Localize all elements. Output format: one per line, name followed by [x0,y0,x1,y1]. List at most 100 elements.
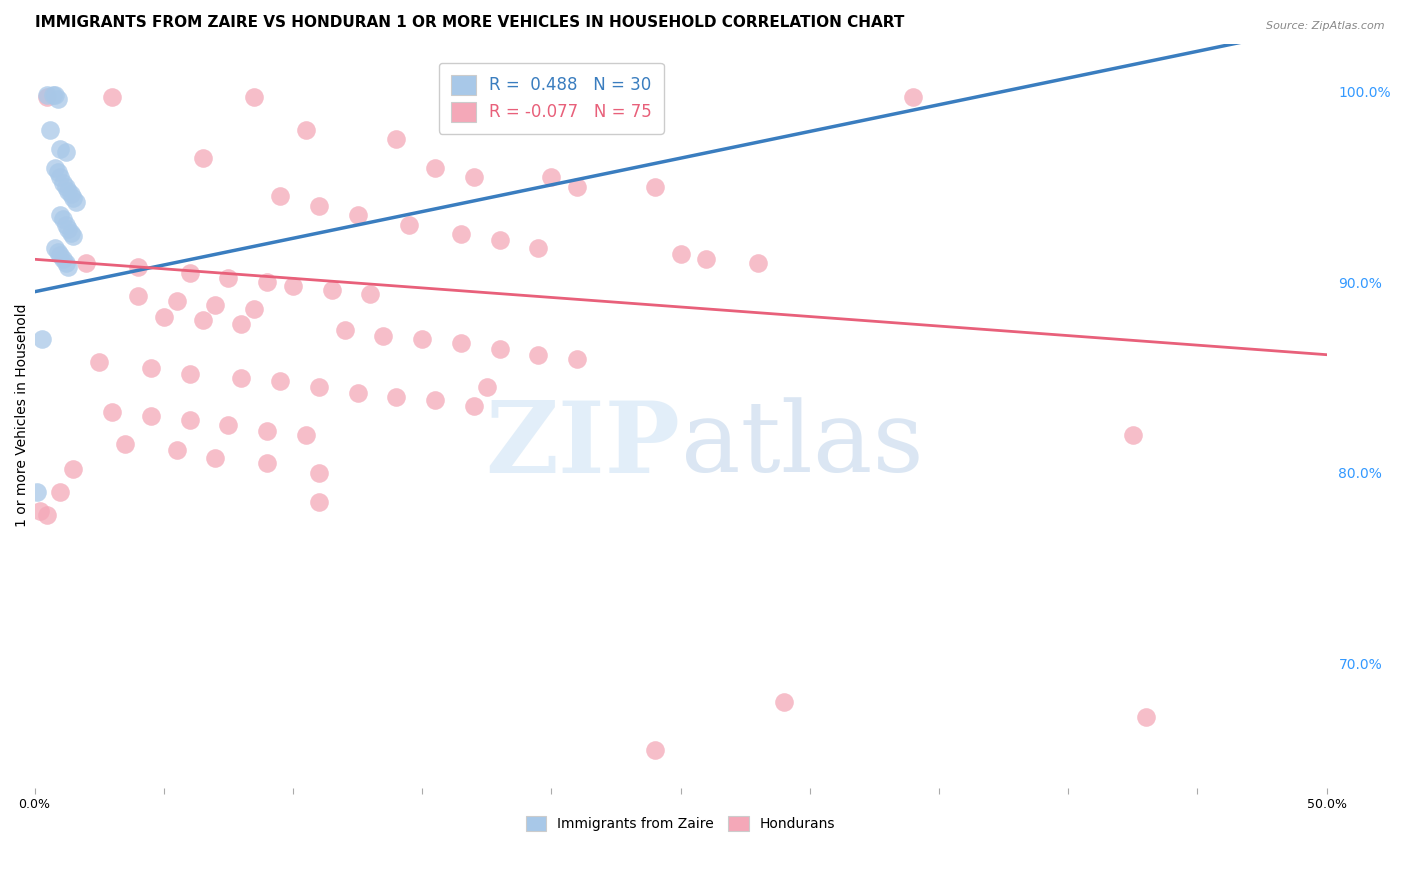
Point [204,298,226,312]
Point [527,348,550,362]
Point [65,195,87,210]
Point [475,380,498,394]
Point [527,241,550,255]
Point [256,275,278,289]
Point [52,176,75,190]
Point [166,443,188,458]
Point [179,412,201,426]
Point [46,164,69,178]
Point [101,405,124,419]
Point [59,226,82,240]
Point [52,212,75,227]
Point [295,427,318,442]
Point [204,450,226,465]
Point [44,88,66,103]
Point [114,437,136,451]
Point [75,256,97,270]
Point [31,333,53,347]
Point [89,355,111,369]
Point [488,233,510,247]
Point [37,88,59,103]
Point [540,170,562,185]
Point [450,227,472,242]
Point [49,170,72,185]
Point [139,361,162,376]
Point [463,170,485,185]
Point [644,742,666,756]
Point [346,208,368,222]
Point [55,145,77,160]
Point [488,342,510,356]
Point [152,310,174,324]
Point [56,260,79,274]
Point [243,301,266,316]
Point [385,390,408,404]
Text: Source: ZipAtlas.com: Source: ZipAtlas.com [1267,21,1385,30]
Point [52,252,75,267]
Point [308,380,330,394]
Point [567,351,589,366]
Point [55,179,77,194]
Point [231,317,253,331]
Point [450,336,472,351]
Point [41,88,63,103]
Point [295,122,318,136]
Point [398,218,420,232]
Point [179,266,201,280]
Text: IMMIGRANTS FROM ZAIRE VS HONDURAN 1 OR MORE VEHICLES IN HOUSEHOLD CORRELATION CH: IMMIGRANTS FROM ZAIRE VS HONDURAN 1 OR M… [35,15,904,30]
Point [463,399,485,413]
Point [1135,710,1157,724]
Point [359,286,381,301]
Point [56,184,79,198]
Point [55,256,77,270]
Point [55,218,77,232]
Y-axis label: 1 or more Vehicles in Household: 1 or more Vehicles in Household [15,304,30,527]
Point [44,161,66,175]
Point [346,385,368,400]
Point [308,494,330,508]
Point [695,252,717,267]
Point [46,92,69,106]
Point [127,288,149,302]
Point [269,189,291,203]
Point [62,229,84,244]
Point [49,485,72,500]
Text: ZIP: ZIP [485,397,681,494]
Point [28,504,51,518]
Point [269,375,291,389]
Point [747,256,769,270]
Point [166,294,188,309]
Point [308,466,330,480]
Point [49,208,72,222]
Point [321,283,343,297]
Point [901,90,924,104]
Point [56,221,79,235]
Point [62,462,84,476]
Point [139,409,162,423]
Point [39,122,62,136]
Point [191,313,214,327]
Point [217,271,239,285]
Point [179,367,201,381]
Point [37,508,59,522]
Point [256,457,278,471]
Point [385,132,408,146]
Point [333,323,356,337]
Point [411,333,433,347]
Point [46,244,69,259]
Point [567,179,589,194]
Point [373,328,395,343]
Point [243,90,266,104]
Point [308,199,330,213]
Point [49,248,72,262]
Point [59,187,82,202]
Point [191,151,214,165]
Point [773,695,796,709]
Point [256,424,278,438]
Point [281,279,304,293]
Point [25,485,48,500]
Point [217,418,239,433]
Point [127,260,149,274]
Point [37,90,59,104]
Point [62,191,84,205]
